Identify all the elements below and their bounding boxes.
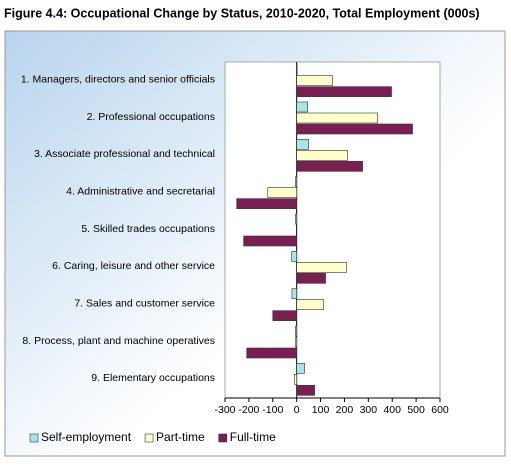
bar [297,150,348,160]
x-tick-label: 400 [383,404,401,416]
bar [294,374,296,384]
x-tick-label: 0 [294,404,300,416]
bar [247,348,297,358]
bar [244,236,297,246]
y-tick-label: 3. Associate professional and technical [34,148,215,160]
bar [297,363,305,373]
legend-swatch [145,434,153,442]
bar [297,139,309,149]
chart-title: Figure 4.4: Occupational Change by Statu… [4,6,480,20]
legend-label: Part-time [156,430,205,444]
y-tick-label: 6. Caring, leisure and other service [52,260,215,272]
x-tick-label: 300 [360,404,378,416]
legend-swatch [30,434,38,442]
y-tick-label: 5. Skilled trades occupations [81,223,215,235]
bar [292,251,297,261]
bar [295,177,296,187]
x-tick-label: 100 [312,404,330,416]
bar [292,289,297,299]
y-tick-label: 1. Managers, directors and senior offici… [21,73,215,85]
bar [295,337,296,347]
legend-label: Self-employment [41,430,132,444]
bar [295,214,296,224]
bar [297,273,326,283]
y-tick-label: 8. Process, plant and machine operatives [22,335,215,347]
x-tick-label: 200 [336,404,354,416]
x-tick-label: -200 [238,404,259,416]
legend-label: Full-time [230,430,276,444]
bar [268,188,297,198]
y-tick-label: 4. Administrative and secretarial [66,185,215,197]
bar [297,161,363,171]
y-tick-label: 2. Professional occupations [87,111,215,123]
bar [295,326,296,336]
bar [297,102,308,112]
bar [237,199,297,209]
bar [297,87,392,97]
bar [297,262,347,272]
x-tick-label: -300 [214,404,235,416]
x-tick-label: 600 [431,404,449,416]
legend-swatch [219,434,227,442]
bar [297,385,315,395]
plot-area [225,62,440,398]
x-tick-label: 500 [407,404,425,416]
bar [273,311,297,321]
bar [297,113,378,123]
bar [297,76,333,86]
y-tick-label: 7. Sales and customer service [74,297,215,309]
bar [297,300,324,310]
x-tick-label: -100 [262,404,283,416]
y-tick-label: 9. Elementary occupations [91,372,215,384]
bar [297,124,413,134]
